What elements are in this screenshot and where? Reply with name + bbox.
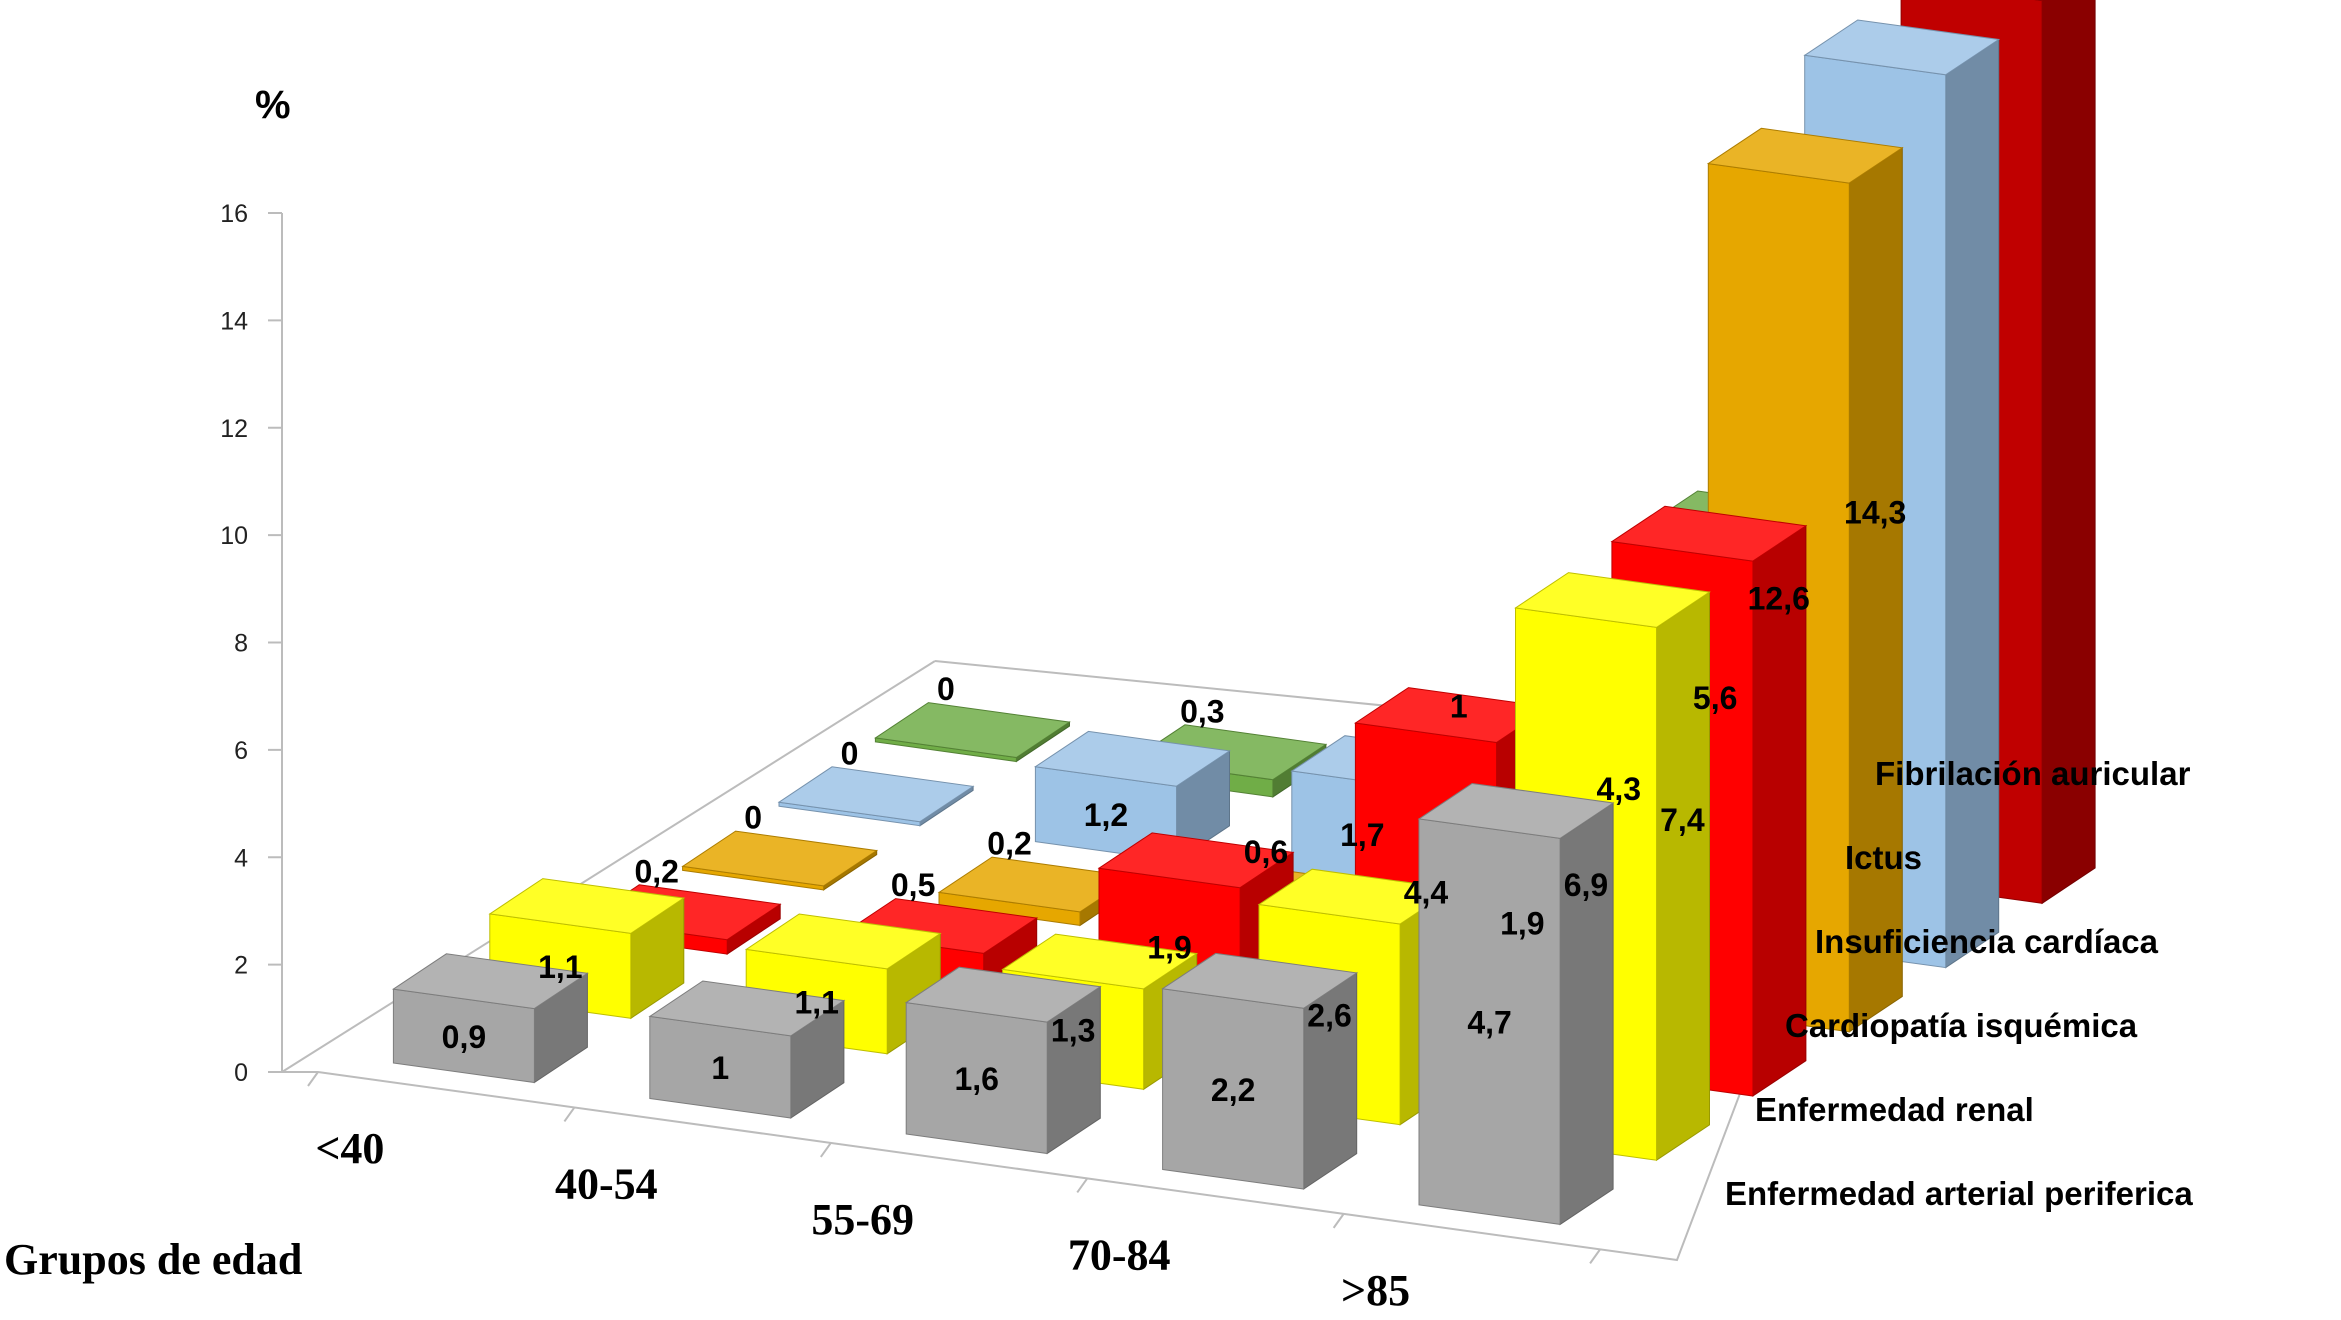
y-axis-label: % [255, 83, 291, 127]
data-label: 0,5 [891, 867, 935, 903]
data-label: 1 [1450, 689, 1468, 725]
bar-side [1848, 146, 1903, 1033]
x-axis-categories: <40 40-54 55-69 70-84 >85 [315, 1124, 1410, 1315]
data-label: 0 [937, 671, 955, 707]
bar-top [904, 966, 1102, 1023]
data-label: 2,6 [1307, 998, 1351, 1034]
y-tick-label: 4 [234, 844, 248, 872]
data-label: 14,3 [1844, 494, 1906, 530]
y-tick-label: 14 [220, 307, 248, 335]
data-label: 1,2 [1084, 797, 1128, 833]
data-label: 1 [711, 1050, 729, 1086]
y-tick-label: 10 [220, 522, 248, 550]
bar [777, 766, 975, 827]
bar-top [1001, 933, 1199, 990]
bar-top [1034, 730, 1231, 787]
bar-top [2034, 0, 2044, 2]
x-category-label: 40-54 [555, 1159, 658, 1208]
data-label: 1,7 [1340, 817, 1384, 853]
data-label: 1,3 [1051, 1012, 1095, 1048]
data-label: 4,7 [1467, 1005, 1511, 1041]
data-label: 5,6 [1693, 680, 1737, 716]
bar-top [1514, 572, 1711, 628]
bar-top [1610, 505, 1808, 562]
bar-top [681, 830, 879, 887]
x-tick-mark [1076, 1177, 1089, 1193]
x-category-label: >85 [1341, 1266, 1410, 1315]
x-category-label: <40 [315, 1124, 384, 1173]
bar [904, 966, 1102, 1155]
x-category-label: 70-84 [1068, 1230, 1171, 1279]
bar [681, 830, 879, 891]
data-label: 2,2 [1211, 1072, 1255, 1108]
data-label: 6,9 [1564, 867, 1608, 903]
bar [392, 953, 589, 1084]
floor-left-edge [281, 660, 936, 1073]
y-tick-label: 6 [234, 737, 248, 765]
y-tick-label: 8 [234, 630, 248, 658]
x-axis-label: Grupos de edad [4, 1235, 302, 1284]
bar [1161, 952, 1359, 1190]
bar-top [744, 913, 942, 970]
data-label: 0 [841, 735, 859, 771]
bar-side [1945, 38, 2000, 969]
data-label: 1,9 [1500, 906, 1544, 942]
chart-data-labels: 00,315,615,701,21,74,314,300,20,61,912,6… [442, 494, 1907, 1108]
bar-top [392, 953, 589, 1010]
series-label: Enfermedad renal [1755, 1091, 2034, 1128]
x-tick-mark [307, 1071, 319, 1087]
data-label: 7,4 [1660, 802, 1705, 838]
bar [648, 980, 846, 1119]
data-label: 0,3 [1180, 693, 1224, 729]
data-label: 4,3 [1597, 771, 1641, 807]
depth-axis-series-labels: Enfermedad arterial periferica Enfermedad… [1725, 755, 2193, 1212]
y-tick-label: 16 [220, 200, 248, 228]
bar-top [488, 878, 686, 934]
data-label: 1,9 [1147, 930, 1191, 966]
bar [1417, 782, 1615, 1226]
data-label: 1,1 [538, 949, 582, 985]
bar-top [1706, 127, 1904, 184]
bar-top [874, 702, 1071, 759]
data-label: 0,9 [442, 1019, 486, 1055]
bar-top [1161, 952, 1359, 1009]
series-label: Cardiopatía isquémica [1785, 1007, 2138, 1044]
chart-bars [392, 0, 2096, 1226]
data-label: 0,6 [1244, 834, 1288, 870]
bar-top [1097, 832, 1295, 889]
data-label: 0,2 [634, 853, 678, 889]
data-label: 4,4 [1404, 875, 1449, 911]
x-tick-mark [563, 1106, 576, 1123]
x-tick-mark [1589, 1248, 1601, 1264]
series-label: Fibrilación auricular [1875, 755, 2191, 792]
data-label: 0,2 [987, 826, 1031, 862]
data-label: 0 [744, 800, 762, 836]
y-tick-label: 2 [234, 952, 248, 980]
bar-side [1656, 591, 1710, 1162]
bar-top [1417, 782, 1615, 839]
x-tick-mark [820, 1142, 832, 1158]
data-label: 1,6 [954, 1061, 998, 1097]
x-tick-mark [1332, 1213, 1345, 1229]
series-label: Insuficiencia cardíaca [1815, 923, 2159, 960]
y-tick-label: 12 [220, 415, 248, 443]
series-label: Ictus [1845, 839, 1922, 876]
data-label: 1,1 [794, 985, 838, 1021]
x-category-label: 55-69 [811, 1195, 914, 1244]
bar [1034, 730, 1231, 863]
series-label: Enfermedad arterial periferica [1725, 1175, 2193, 1212]
bar [874, 702, 1071, 763]
data-label: 12,6 [1748, 581, 1810, 617]
y-tick-label: 0 [234, 1059, 248, 1087]
bar-top [648, 980, 846, 1037]
bar-top [777, 766, 975, 823]
bar-top [1803, 19, 2001, 76]
